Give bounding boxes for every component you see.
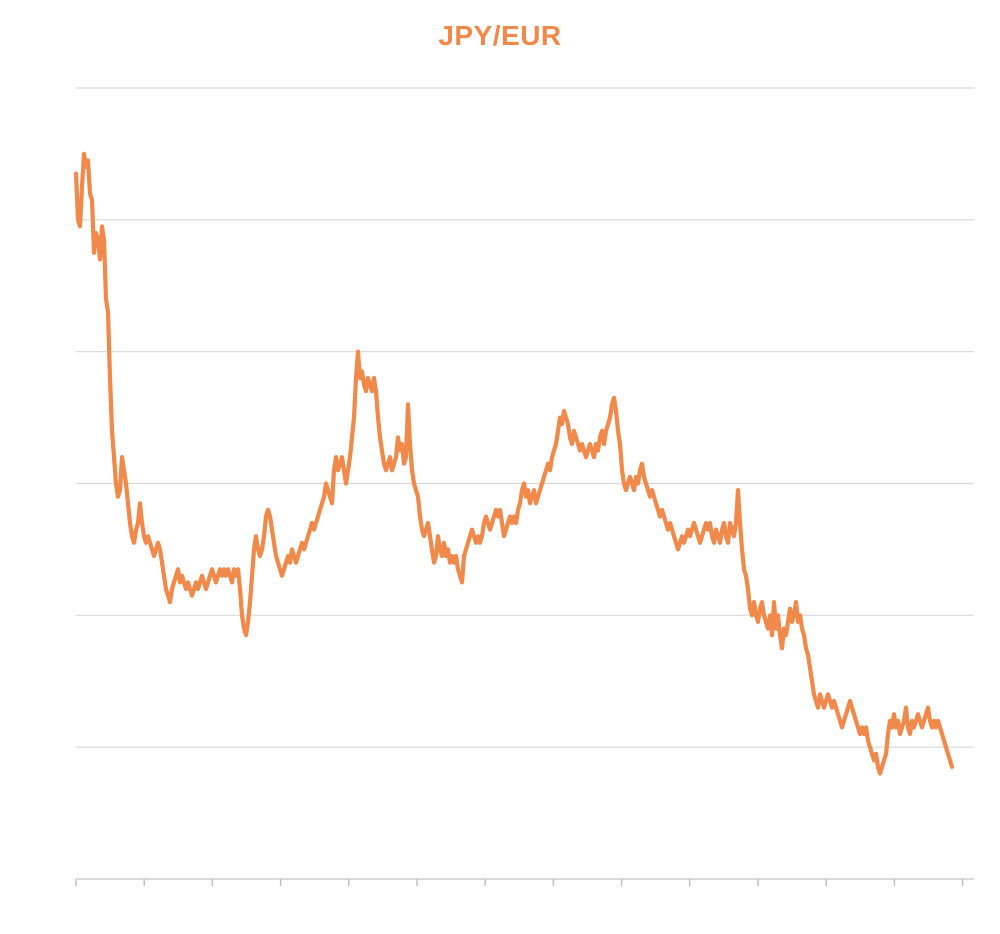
series-layer	[73, 151, 955, 776]
gridlines	[76, 87, 974, 748]
chart-title: JPY/EUR	[438, 20, 562, 51]
x-axis	[75, 878, 974, 886]
series-line-jpy-eur	[73, 151, 955, 776]
